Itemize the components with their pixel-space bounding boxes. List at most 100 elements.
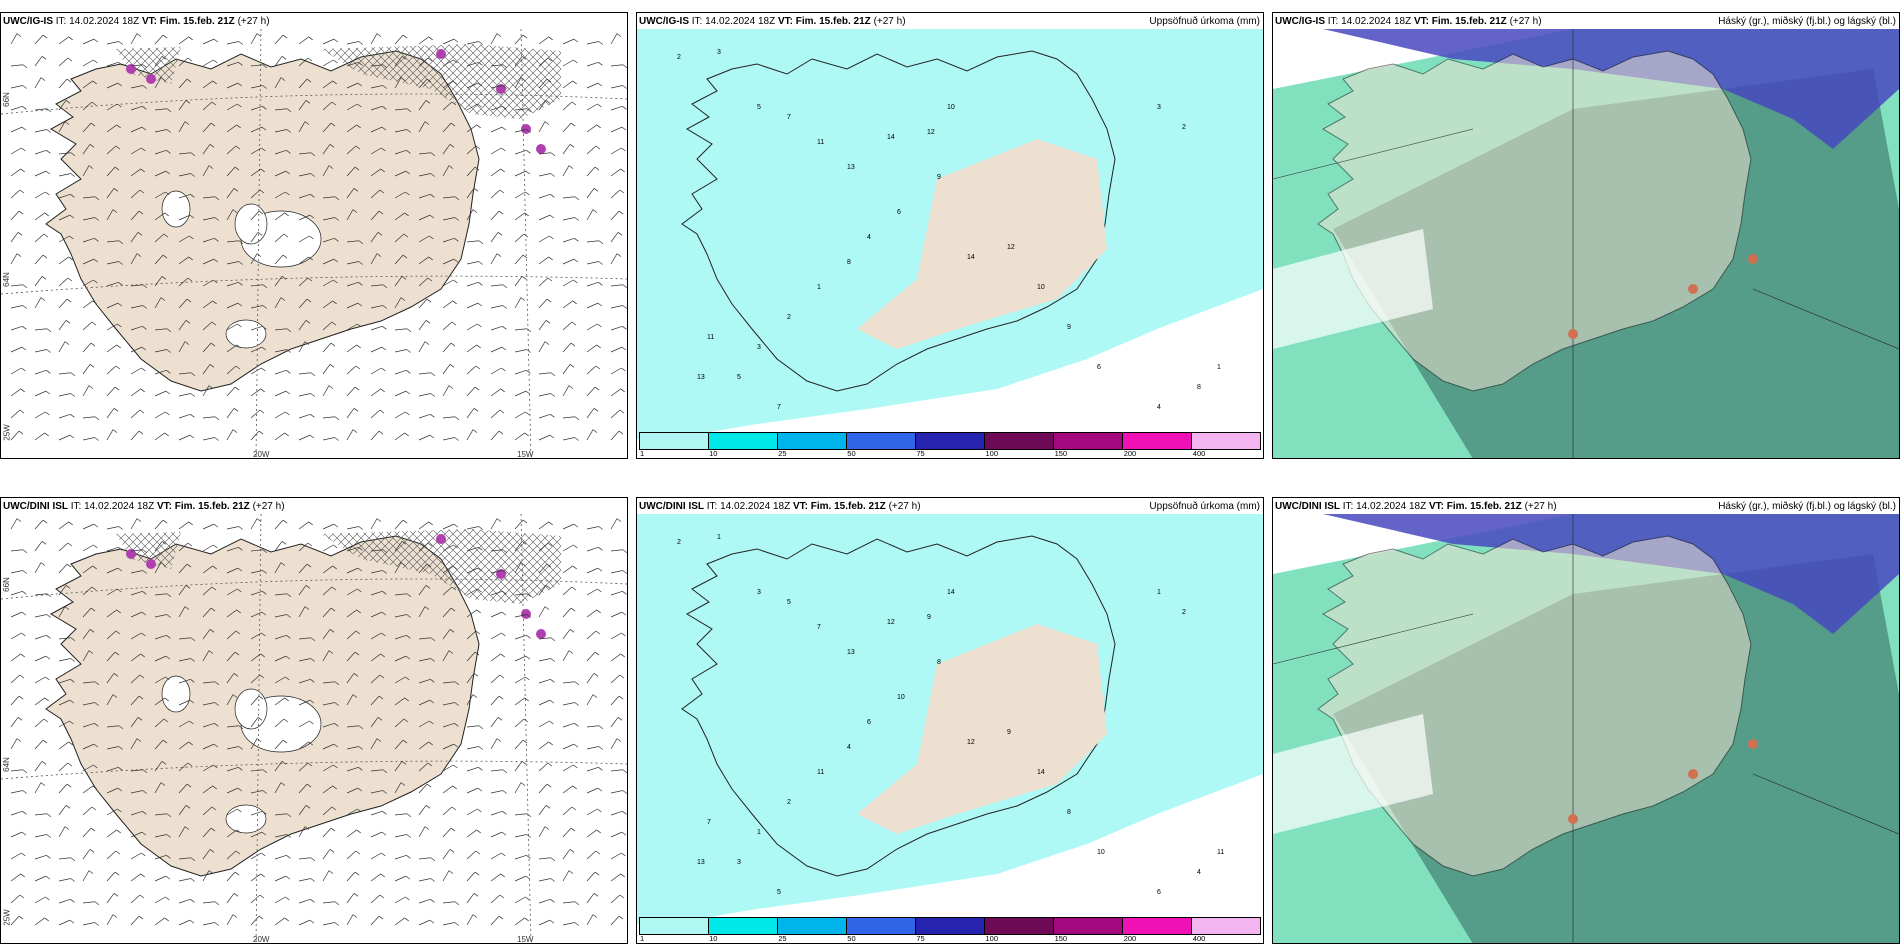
wind-barb	[202, 743, 215, 750]
wind-barb	[250, 769, 263, 772]
wind-barb	[394, 233, 405, 243]
wind-barb	[586, 526, 599, 530]
wind-barb	[10, 189, 21, 199]
wind-barb	[370, 325, 383, 331]
wind-barb	[34, 432, 45, 441]
wind-barb	[250, 653, 261, 662]
wind-barb	[34, 233, 45, 243]
colorbar-swatch	[916, 918, 985, 934]
wind-barb	[58, 783, 68, 794]
wind-barb	[274, 813, 287, 816]
wind-barb	[490, 168, 501, 177]
wind-barb	[322, 743, 335, 750]
wind-barb	[346, 145, 357, 155]
colorbar-swatch	[1192, 433, 1260, 449]
wind-barb	[10, 695, 20, 706]
wind-barb	[370, 738, 378, 750]
wind-barb	[298, 678, 311, 684]
wind-barb	[226, 526, 239, 530]
wind-barb	[250, 790, 263, 794]
wind-barb	[130, 831, 143, 838]
wind-barb	[10, 430, 20, 441]
wind-barb	[610, 168, 621, 177]
wind-barb	[130, 168, 141, 177]
wind-barb	[250, 695, 260, 706]
wind-barb	[370, 717, 379, 728]
wind-barb	[586, 914, 594, 926]
wind-barb	[10, 210, 20, 221]
wind-barb	[514, 562, 522, 574]
wind-barb	[394, 761, 403, 772]
wind-barb	[562, 523, 575, 530]
wind-barb	[442, 849, 451, 860]
wind-barb	[562, 849, 571, 860]
wind-barb	[178, 878, 191, 882]
precip-spot	[521, 124, 531, 134]
low-cloud	[1323, 29, 1899, 149]
wind-barb	[514, 541, 523, 552]
wind-barb	[370, 147, 382, 155]
wind-barb	[610, 126, 623, 133]
wind-barb	[130, 367, 142, 375]
wind-barb	[370, 367, 382, 375]
wind-barb	[490, 590, 503, 596]
wind-barb	[226, 302, 239, 309]
wind-barb	[226, 914, 234, 926]
wind-barb	[442, 922, 455, 926]
wind-barb	[10, 632, 22, 640]
wind-barb	[562, 785, 573, 794]
wind-barb	[298, 805, 307, 816]
colorbar-tick: 100	[985, 934, 999, 943]
wind-barb	[538, 277, 549, 287]
wind-barb	[442, 565, 453, 574]
wind-barb	[298, 121, 306, 133]
iceland-outline	[681, 535, 1116, 877]
wind-barb	[298, 173, 311, 177]
wind-barb	[10, 33, 18, 45]
wind-barb	[370, 346, 383, 353]
wind-barb	[610, 367, 622, 375]
wind-barb	[10, 346, 23, 353]
wind-barb	[466, 893, 475, 904]
wind-barb	[154, 739, 164, 750]
precip-value: 8	[847, 259, 851, 266]
wind-barb	[34, 254, 44, 265]
wind-barb	[82, 785, 93, 794]
lead-time: (+27 h)	[237, 16, 270, 27]
wind-barb	[154, 562, 162, 574]
wind-barb	[10, 253, 18, 265]
wind-barb	[34, 77, 42, 89]
wind-barb	[322, 785, 333, 794]
wind-barb	[298, 193, 311, 199]
wind-barb	[610, 831, 623, 838]
wind-barb	[106, 651, 116, 662]
wind-barb	[130, 570, 143, 574]
wind-barb	[418, 878, 431, 882]
wind-barb	[442, 544, 454, 552]
wind-barb	[274, 761, 283, 772]
wind-barb	[274, 233, 285, 243]
wind-barb	[322, 237, 335, 243]
precip-value: 9	[1007, 729, 1011, 736]
precip-value: 1	[1157, 589, 1161, 596]
wind-barb	[538, 606, 546, 618]
cloud-map	[1273, 29, 1899, 458]
wind-barb	[130, 611, 143, 618]
wind-barb	[490, 210, 500, 221]
wind-barb	[82, 237, 95, 243]
wind-barb	[10, 325, 23, 331]
wind-barb	[274, 854, 287, 860]
wind-barb	[322, 196, 335, 199]
wind-barb	[586, 651, 596, 662]
wind-barb	[394, 875, 407, 882]
wind-barb	[418, 320, 427, 331]
wind-barb	[106, 145, 117, 155]
wind-barb	[178, 372, 191, 375]
valid-time: Fim. 15.feb. 21Z	[174, 501, 250, 512]
wind-barb	[322, 922, 335, 926]
wind-barb	[178, 434, 191, 441]
wind-barb	[250, 894, 261, 904]
precip-value: 14	[1037, 769, 1045, 776]
wind-barb	[394, 212, 405, 221]
wind-barb	[130, 64, 143, 67]
